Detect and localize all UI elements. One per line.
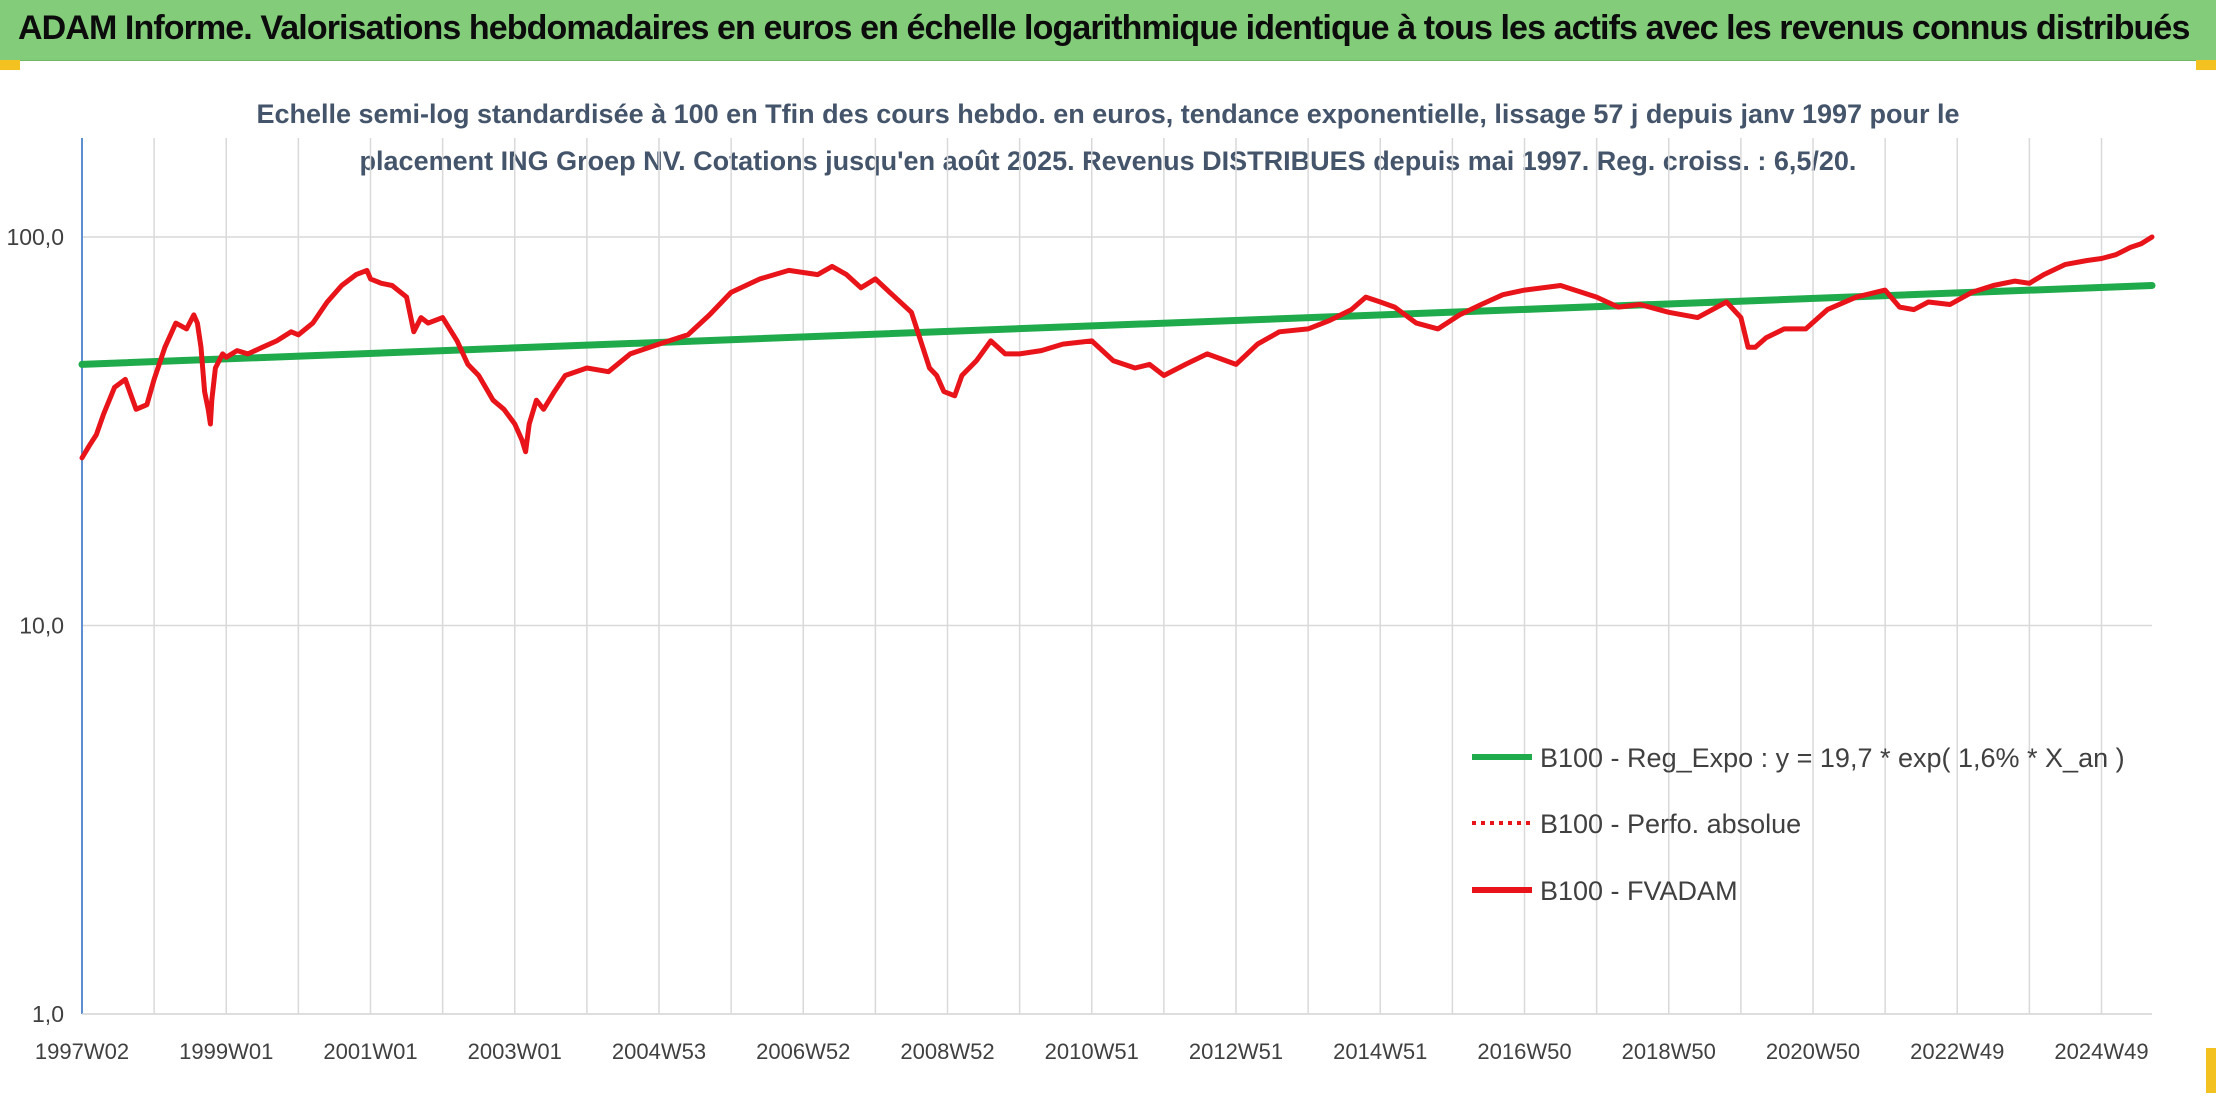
report-banner: ADAM Informe. Valorisations hebdomadaire… bbox=[0, 0, 2216, 61]
x-tick-label: 2022W49 bbox=[1910, 1039, 2004, 1064]
x-tick-label: 2012W51 bbox=[1189, 1039, 1283, 1064]
x-tick-label: 1999W01 bbox=[179, 1039, 273, 1064]
chart-subtitle-line-1: Echelle semi-log standardisée à 100 en T… bbox=[256, 99, 1959, 129]
x-tick-label: 2008W52 bbox=[900, 1039, 994, 1064]
series-line-3 bbox=[79, 234, 2155, 461]
legend-label-3: B100 - FVADAM bbox=[1540, 876, 1738, 906]
y-tick-label: 1,0 bbox=[32, 1001, 64, 1027]
x-tick-label: 2010W51 bbox=[1045, 1039, 1139, 1064]
x-tick-label: 2024W49 bbox=[2054, 1039, 2148, 1064]
series-line-1 bbox=[78, 282, 2156, 368]
x-tick-label: 2006W52 bbox=[756, 1039, 850, 1064]
x-tick-label: 2016W50 bbox=[1477, 1039, 1571, 1064]
y-tick-label: 10,0 bbox=[19, 612, 64, 638]
x-tick-label: 2014W51 bbox=[1333, 1039, 1427, 1064]
legend-label-1: B100 - Reg_Expo : y = 19,7 * exp( 1,6% *… bbox=[1540, 743, 2125, 773]
legend-label-2: B100 - Perfo. absolue bbox=[1540, 809, 1801, 839]
x-tick-label: 2020W50 bbox=[1766, 1039, 1860, 1064]
chart-subtitle-line-2: placement ING Groep NV. Cotations jusqu'… bbox=[360, 146, 1857, 176]
x-tick-label: 2001W01 bbox=[323, 1039, 417, 1064]
corner-marker-bottom-right bbox=[2206, 1048, 2216, 1093]
corner-marker-top-right bbox=[2196, 60, 2216, 70]
y-tick-label: 100,0 bbox=[6, 224, 64, 250]
x-tick-label: 1997W02 bbox=[35, 1039, 129, 1064]
x-tick-label: 2003W01 bbox=[468, 1039, 562, 1064]
x-tick-label: 2018W50 bbox=[1622, 1039, 1716, 1064]
corner-marker-top-left bbox=[0, 60, 20, 70]
x-tick-label: 2004W53 bbox=[612, 1039, 706, 1064]
report-title: ADAM Informe. Valorisations hebdomadaire… bbox=[18, 9, 2190, 47]
